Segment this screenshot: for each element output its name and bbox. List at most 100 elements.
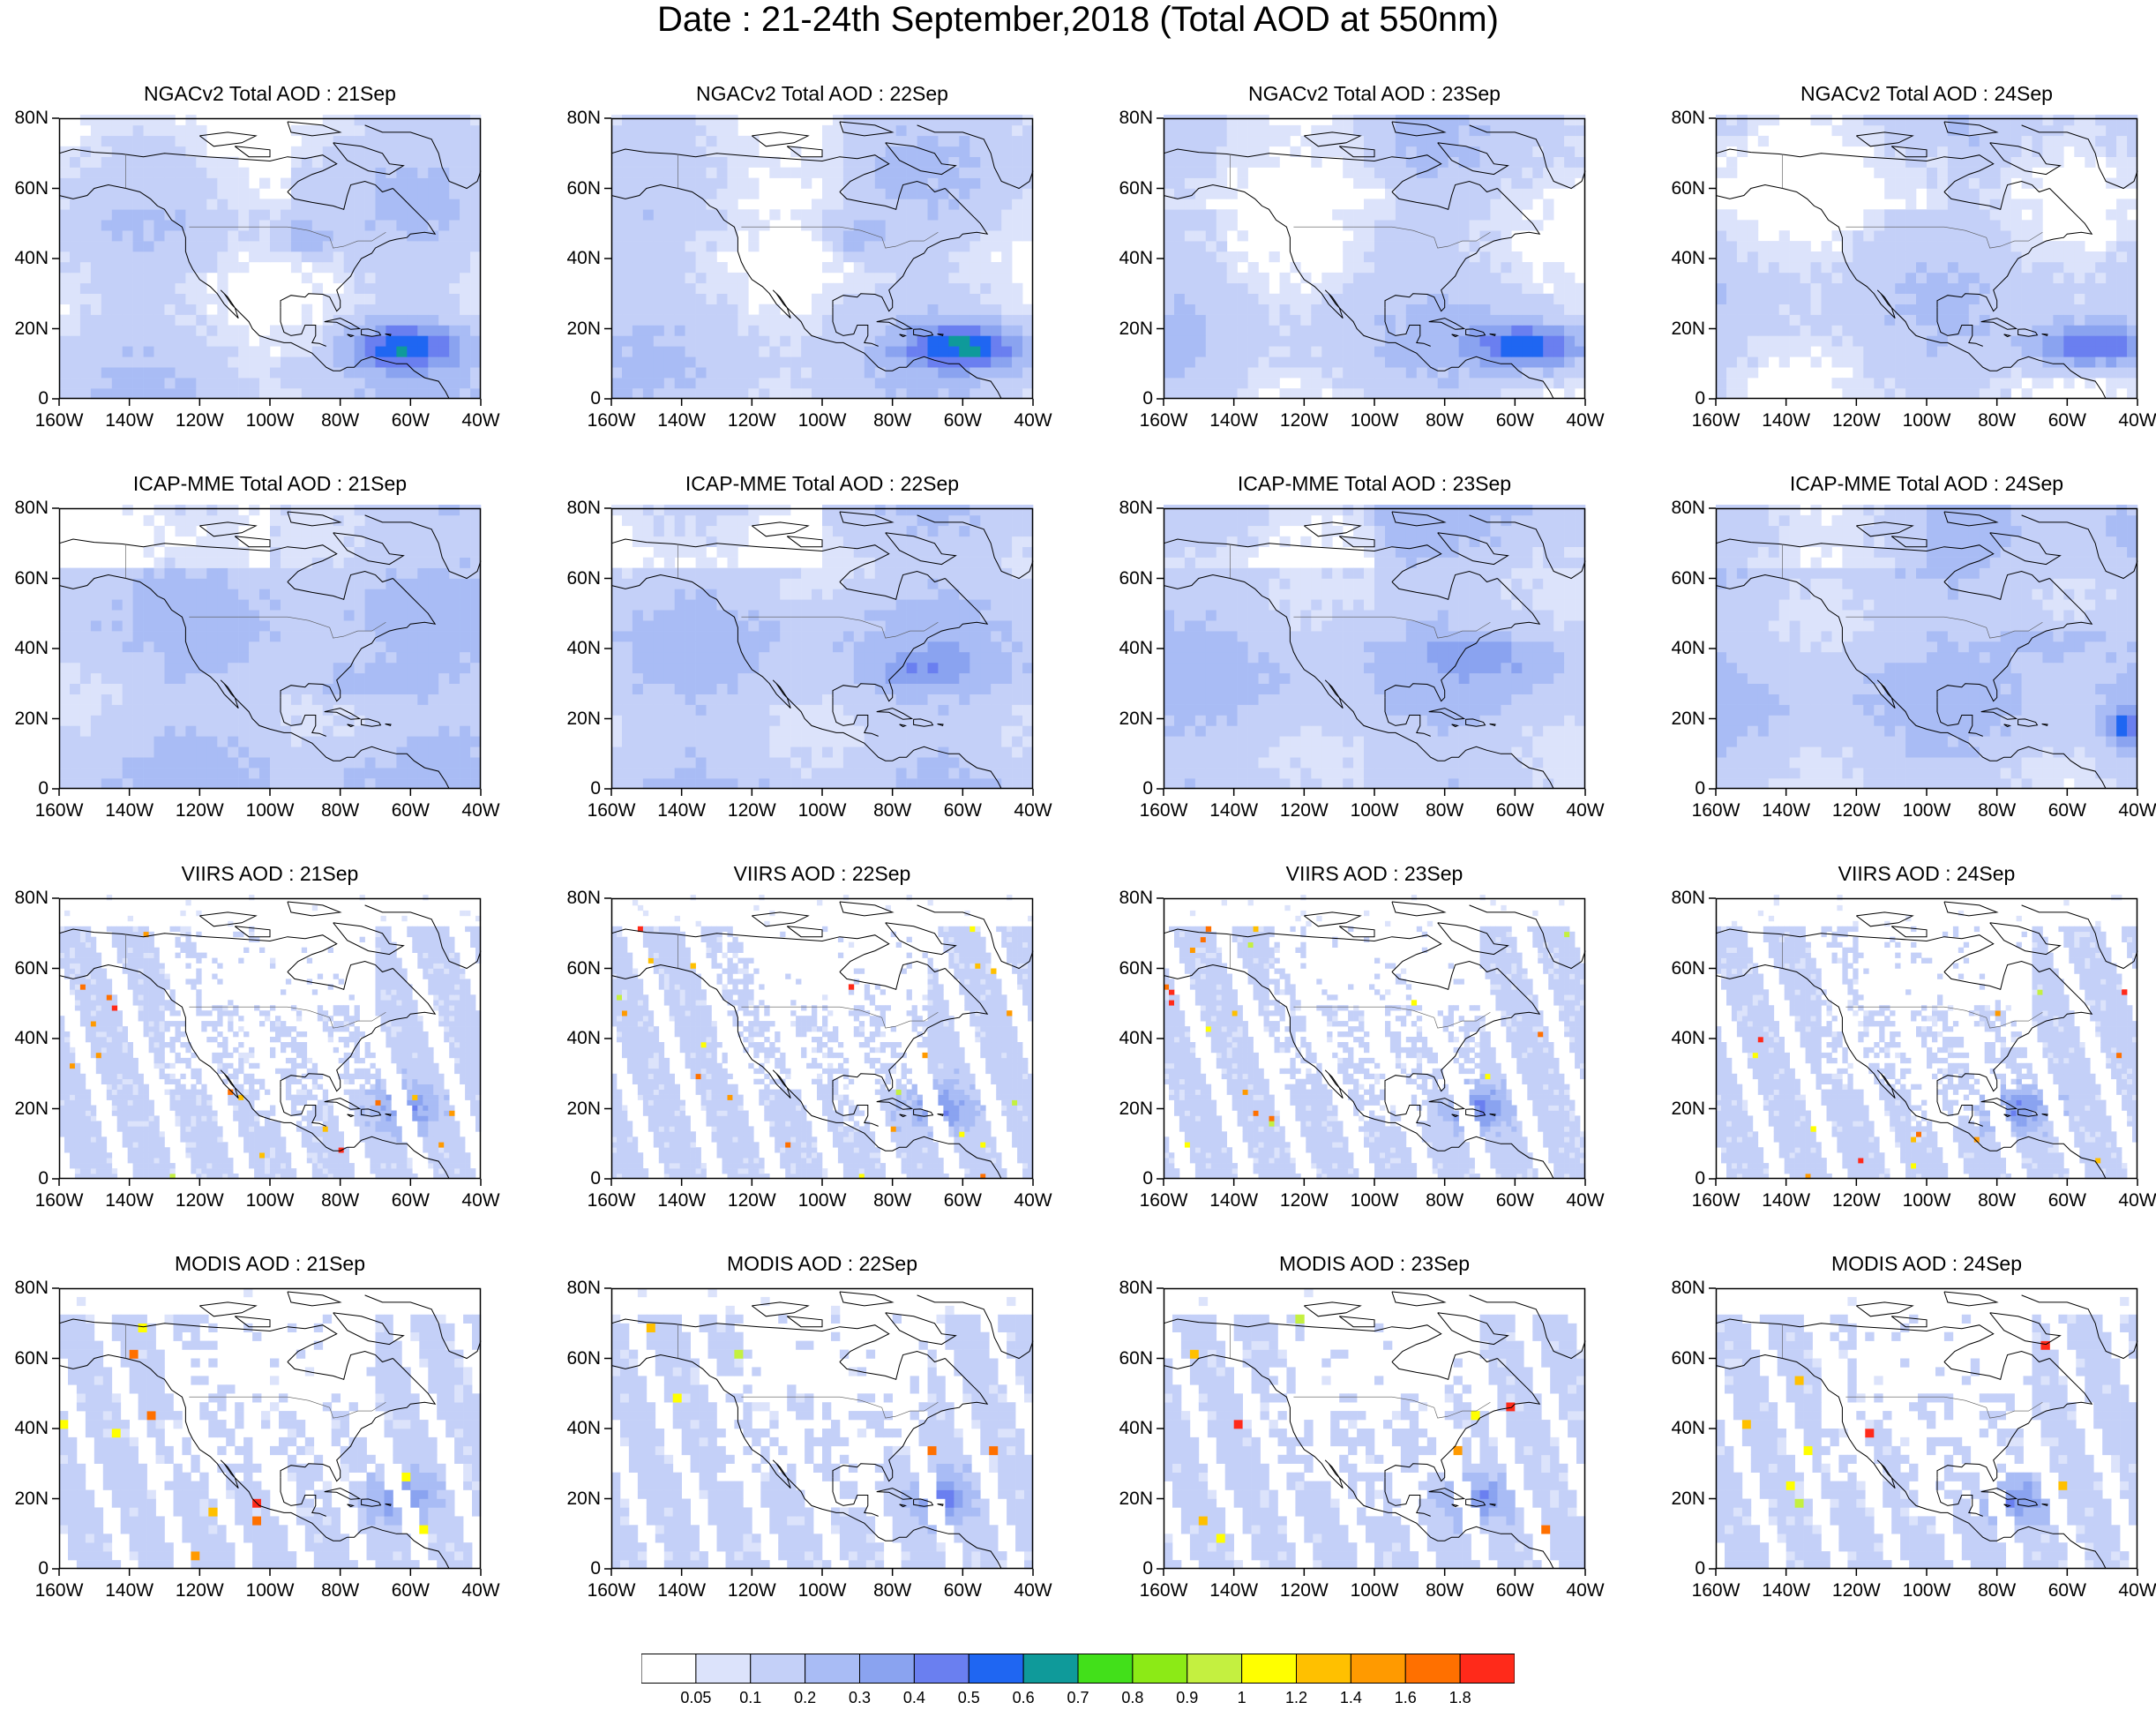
colorbar-tick-label: 1 — [1220, 1689, 1264, 1706]
colorbar-swatch — [1350, 1654, 1406, 1684]
longitude-label: 100W — [1339, 411, 1410, 431]
colorbar-swatch — [805, 1654, 861, 1684]
aod-map — [1709, 1287, 2138, 1576]
latitude-label: 40N — [1654, 249, 1705, 268]
axis-ticks — [1157, 897, 1586, 1186]
aod-field — [59, 1288, 482, 1570]
longitude-label: 120W — [716, 801, 787, 821]
latitude-label: 20N — [1102, 1489, 1153, 1509]
longitude-label: 120W — [1269, 801, 1339, 821]
aod-map — [52, 505, 482, 796]
colorbar-swatch — [859, 1654, 915, 1684]
latitude-label: 80N — [1102, 889, 1153, 908]
aod-map — [1157, 895, 1586, 1186]
aod-field — [611, 1288, 1034, 1570]
aod-map — [52, 1287, 482, 1576]
latitude-label: 80N — [550, 889, 601, 908]
colorbar-swatch — [641, 1654, 697, 1684]
axis-ticks — [1157, 1287, 1586, 1576]
axis-ticks — [1709, 507, 2138, 796]
coastline — [1163, 511, 1586, 790]
latitude-label: 20N — [1102, 1099, 1153, 1119]
aod-map — [1709, 895, 2138, 1186]
longitude-label: 120W — [1821, 801, 1891, 821]
longitude-label: 80W — [857, 801, 928, 821]
longitude-label: 160W — [1128, 1191, 1199, 1211]
longitude-label: 100W — [235, 411, 305, 431]
latitude-label: 0 — [550, 389, 601, 409]
map-panel: ICAP-MME Total AOD : 22Sep 80N 60N 40N 20N 0 1… — [566, 472, 1052, 821]
longitude-label: 100W — [1891, 1581, 1962, 1601]
map-panel: NGACv2 Total AOD : 24Sep 80N 60N 40N 20N 0 160… — [1671, 82, 2156, 431]
longitude-label: 140W — [94, 411, 165, 431]
map-frame — [1715, 507, 2138, 790]
map-frame — [610, 117, 1034, 400]
longitude-label: 60W — [375, 801, 445, 821]
latitude-label: 20N — [550, 1489, 601, 1509]
longitude-label: 140W — [1199, 1191, 1269, 1211]
aod-map — [1157, 505, 1586, 796]
longitude-label: 140W — [647, 1581, 717, 1601]
panel-title: MODIS AOD : 22Sep — [611, 1251, 1033, 1276]
latitude-label: 60N — [550, 568, 601, 589]
longitude-label: 140W — [94, 801, 165, 821]
longitude-label: 40W — [1550, 1191, 1621, 1211]
coastline — [610, 511, 1034, 790]
latitude-label: 0 — [0, 779, 49, 799]
latitude-label: 20N — [550, 319, 601, 339]
longitude-label: 60W — [927, 411, 998, 431]
map-panel: MODIS AOD : 24Sep 80N 60N 40N 20N 0 160W 140W 12… — [1671, 1252, 2156, 1601]
longitude-label: 160W — [1681, 1581, 1751, 1601]
aod-field — [1716, 115, 2138, 400]
latitude-label: 60N — [550, 958, 601, 979]
latitude-label: 40N — [550, 1029, 601, 1048]
latitude-label: 20N — [0, 1099, 49, 1119]
latitude-label: 80N — [1102, 499, 1153, 518]
latitude-label: 80N — [0, 499, 49, 518]
longitude-label: 100W — [235, 801, 305, 821]
colorbar-tick-label: 0.05 — [674, 1689, 718, 1706]
map-frame — [1715, 117, 2138, 400]
longitude-label: 100W — [1339, 801, 1410, 821]
longitude-label: 60W — [375, 1581, 445, 1601]
longitude-label: 120W — [164, 411, 235, 431]
axis-ticks — [604, 507, 1034, 796]
map-panel: NGACv2 Total AOD : 22Sep 80N 60N 40N 20N 0 160… — [566, 82, 1052, 431]
colorbar-swatch — [750, 1654, 806, 1684]
latitude-label: 0 — [1654, 1169, 1705, 1189]
longitude-label: 40W — [998, 411, 1068, 431]
longitude-label: 100W — [787, 1581, 857, 1601]
latitude-label: 80N — [1654, 889, 1705, 908]
map-panel: ICAP-MME Total AOD : 21Sep 80N 60N 40N 20N 0 1… — [14, 472, 499, 821]
colorbar-swatch — [1459, 1654, 1515, 1684]
longitude-label: 140W — [1751, 411, 1822, 431]
longitude-label: 60W — [1479, 411, 1550, 431]
longitude-label: 40W — [445, 411, 516, 431]
longitude-label: 80W — [305, 1581, 376, 1601]
latitude-label: 40N — [1102, 639, 1153, 658]
latitude-label: 60N — [0, 1348, 49, 1369]
map-frame — [58, 117, 482, 400]
latitude-label: 0 — [550, 1559, 601, 1579]
axis-ticks — [1157, 117, 1586, 406]
longitude-label: 120W — [164, 801, 235, 821]
aod-map — [52, 895, 482, 1186]
colorbar-tick-label: 0.5 — [947, 1689, 991, 1706]
longitude-label: 40W — [2102, 411, 2156, 431]
longitude-label: 120W — [1269, 1191, 1339, 1211]
longitude-label: 120W — [1821, 1581, 1891, 1601]
colorbar-tick-label: 1.6 — [1383, 1689, 1427, 1706]
aod-field — [1164, 1288, 1586, 1570]
latitude-label: 0 — [1102, 779, 1153, 799]
longitude-label: 60W — [1479, 1191, 1550, 1211]
latitude-label: 40N — [1102, 1029, 1153, 1048]
aod-field — [611, 115, 1034, 400]
longitude-label: 100W — [235, 1581, 305, 1601]
coastline — [58, 511, 482, 790]
longitude-label: 60W — [2032, 801, 2102, 821]
latitude-label: 60N — [0, 178, 49, 199]
latitude-label: 0 — [1654, 779, 1705, 799]
longitude-label: 160W — [1128, 801, 1199, 821]
longitude-label: 80W — [1962, 801, 2032, 821]
panel-title: MODIS AOD : 24Sep — [1716, 1251, 2137, 1276]
